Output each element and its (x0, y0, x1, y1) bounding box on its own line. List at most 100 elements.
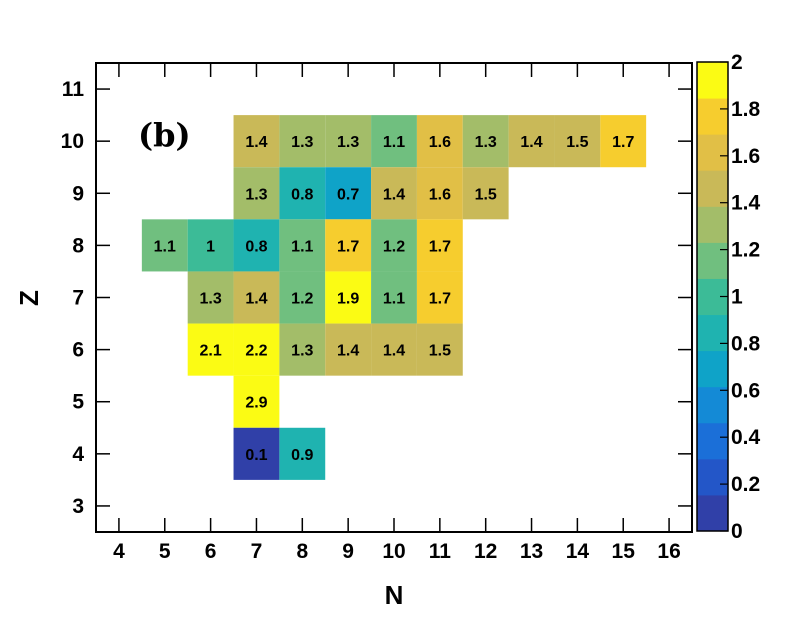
x-tick-label: 5 (159, 540, 171, 563)
heatmap-cell (233, 375, 280, 428)
x-tick-label: 10 (382, 540, 405, 563)
x-tick-label: 15 (612, 540, 636, 563)
cell-value-label: 1.3 (245, 186, 267, 203)
cell-value-label: 1.1 (154, 238, 176, 255)
cell-value-label: 1.3 (475, 134, 497, 151)
x-tick-label: 13 (520, 540, 543, 563)
colorbar-tick-label: 1.4 (731, 192, 761, 215)
colorbar-tick-label: 1.8 (731, 98, 761, 121)
colorbar-tick-label: 1 (731, 286, 743, 309)
cell-value-label: 1.7 (612, 134, 634, 151)
cell-value-label: 1.6 (429, 134, 451, 151)
x-tick-label: 8 (296, 540, 308, 563)
colorbar-ticks: 0 0.2 0.4 0.6 0.8 1 1.2 1.4 1.6 1.8 2 (720, 51, 761, 543)
heatmap-cell (325, 115, 372, 168)
x-tick-label: 7 (251, 540, 263, 563)
cell-value-label: 2.9 (245, 395, 267, 412)
cell-value-label: 0.8 (291, 186, 313, 203)
y-tick-label: 4 (72, 443, 84, 466)
cell-value-label: 0.8 (245, 238, 267, 255)
heatmap-cell (187, 323, 234, 376)
heatmap-cell (325, 271, 372, 324)
cell-value-label: 0.7 (337, 186, 359, 203)
heatmap-cell (371, 167, 417, 220)
cell-value-label: 1.1 (291, 238, 313, 255)
y-axis-title: Z (14, 290, 44, 306)
heatmap-cell (325, 219, 372, 272)
cell-value-label: 1.4 (520, 134, 542, 151)
y-tick-label: 10 (61, 130, 84, 153)
cell-value-labels: 1.4 1.3 1.3 1.1 1.6 1.3 1.4 1.5 1.7 1.3 0.8 0.7 1.4 1… (154, 134, 635, 464)
heatmap-cell (508, 115, 555, 168)
heatmap-cell (233, 115, 280, 168)
y-tick-label: 8 (72, 234, 84, 257)
colorbar-tick-label: 2 (731, 51, 743, 74)
colorbar-band (697, 98, 728, 135)
cell-value-label: 1.1 (383, 291, 405, 308)
heatmap-cell (416, 219, 463, 272)
cell-value-label: 1.4 (383, 186, 405, 203)
x-tick-label: 12 (474, 540, 497, 563)
cell-value-label: 1.3 (291, 134, 313, 151)
y-axis-ticks: 3 4 5 6 7 8 9 10 11 (61, 78, 692, 518)
heatmap-cell (233, 323, 280, 376)
cell-value-label: 1.2 (383, 238, 405, 255)
cell-value-label: 1.5 (429, 343, 451, 360)
cell-value-label: 2.1 (199, 343, 221, 360)
x-tick-label: 4 (113, 540, 125, 563)
heatmap-cell (187, 271, 234, 324)
cell-value-label: 1.7 (337, 238, 359, 255)
x-tick-label: 14 (566, 540, 590, 563)
y-tick-label: 5 (72, 391, 84, 414)
cell-value-label: 1.2 (291, 291, 313, 308)
colorbar-band (697, 422, 728, 460)
cell-value-label: 1.6 (429, 186, 451, 203)
colorbar-tick-label: 0.6 (731, 379, 760, 402)
colorbar-tick-label: 1.2 (731, 239, 760, 262)
colorbar-tick-label: 1.6 (731, 145, 760, 168)
heatmap-cell (416, 271, 463, 324)
heatmap-cell (279, 271, 326, 324)
heatmap-cell (416, 167, 463, 220)
colorbar-band (697, 386, 728, 424)
cell-value-label: 0.1 (245, 447, 267, 464)
colorbar-band (697, 242, 728, 279)
heatmap-cell (279, 323, 326, 376)
colorbar-band (697, 62, 728, 99)
x-axis-title: N (385, 580, 404, 610)
colorbar-band (697, 170, 728, 207)
colorbar-band (697, 494, 728, 532)
panel-label: (b) (138, 116, 191, 154)
x-axis-ticks: 4 5 6 7 8 9 10 11 12 13 14 15 16 (113, 63, 681, 563)
colorbar-tick-label: 0 (731, 520, 743, 543)
cell-value-label: 1.7 (429, 291, 451, 308)
cell-value-label: 1.5 (566, 134, 588, 151)
cell-value-label: 1.3 (337, 134, 359, 151)
cell-value-label: 1.7 (429, 238, 451, 255)
heatmap-cell (233, 167, 280, 220)
cell-value-label: 1.4 (337, 343, 359, 360)
heatmap-cell (141, 219, 188, 272)
heatmap-cell (371, 219, 417, 272)
cell-value-label: 1.3 (199, 291, 221, 308)
heatmap-cell (325, 323, 372, 376)
y-tick-label: 3 (72, 495, 84, 518)
heatmap-cell (233, 219, 280, 272)
x-tick-label: 9 (342, 540, 354, 563)
heatmap-cell (462, 115, 509, 168)
colorbar-band (697, 350, 728, 388)
x-tick-label: 6 (205, 540, 217, 563)
cell-value-label: 1.4 (245, 134, 267, 151)
heatmap-cell (416, 323, 463, 376)
y-tick-label: 9 (72, 182, 84, 205)
colorbar-band (697, 458, 728, 496)
cell-value-label: 1.1 (383, 134, 405, 151)
colorbar-band (697, 134, 728, 171)
y-tick-label: 11 (62, 78, 85, 101)
cell-value-label: 0.9 (291, 447, 313, 464)
heatmap-cell (279, 219, 326, 272)
x-tick-label: 11 (429, 540, 452, 563)
colorbar-band (697, 206, 728, 243)
heatmap-cell (371, 115, 417, 168)
